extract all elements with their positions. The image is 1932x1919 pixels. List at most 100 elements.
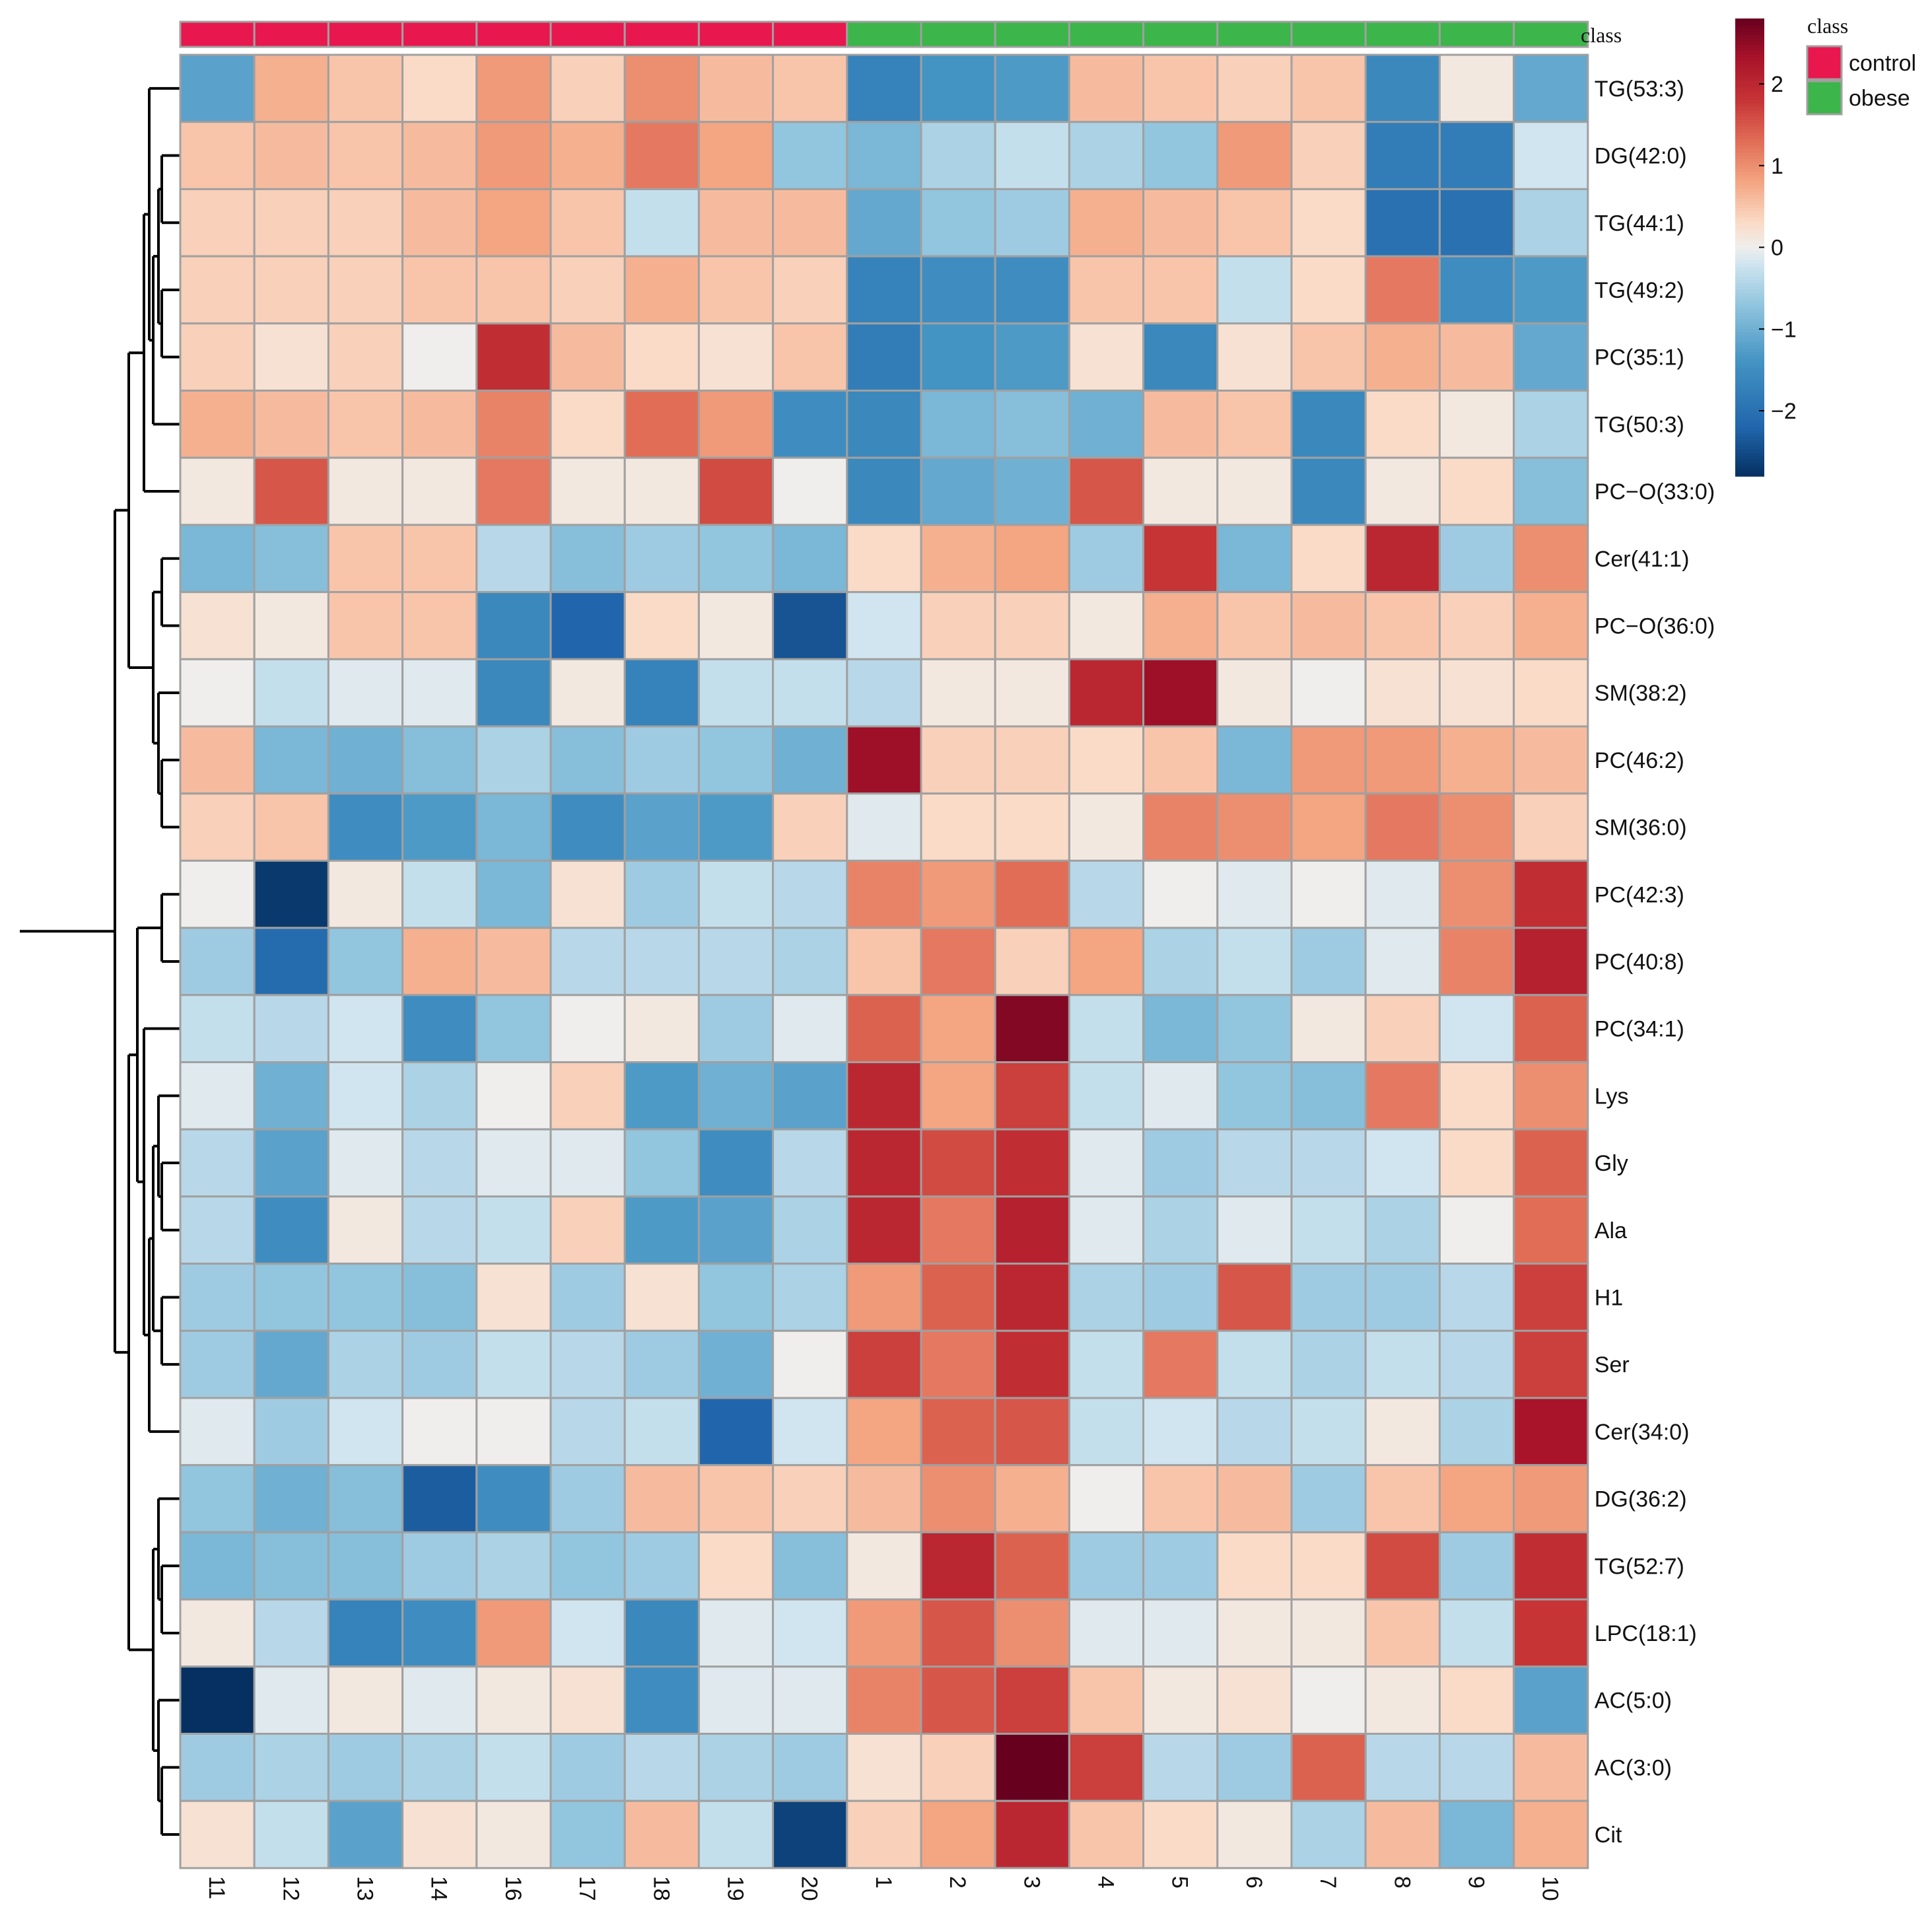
- row-label: Ala: [1595, 1218, 1627, 1243]
- colorbar-segment: [1735, 133, 1764, 137]
- row-label: LPC(18:1): [1595, 1621, 1697, 1646]
- heatmap-cell: [253, 1665, 329, 1735]
- annotation-cell-1: [846, 20, 922, 48]
- heatmap-cell: [401, 1598, 478, 1668]
- heatmap-cell: [1142, 1329, 1219, 1399]
- heatmap-cell: [772, 1329, 848, 1399]
- heatmap-cell: [623, 1195, 700, 1265]
- heatmap-cell: [1364, 188, 1441, 258]
- heatmap-cell: [1068, 725, 1145, 795]
- heatmap-cell: [549, 456, 626, 526]
- heatmap-cell: [1068, 1397, 1145, 1467]
- column-label: 19: [723, 1876, 748, 1901]
- colorbar-segment: [1735, 460, 1764, 464]
- heatmap-cell: [179, 1397, 256, 1467]
- heatmap-cell: [1068, 1598, 1145, 1668]
- heatmap-cell: [1068, 1531, 1145, 1601]
- heatmap-cell: [1438, 725, 1515, 795]
- heatmap-cell: [846, 322, 922, 392]
- heatmap-cell: [327, 792, 404, 862]
- row-label: AC(3:0): [1595, 1755, 1672, 1780]
- annotation-cell-12: [253, 20, 329, 48]
- column-label: 5: [1167, 1876, 1192, 1889]
- heatmap-cell: [1513, 926, 1589, 996]
- column-label: 17: [574, 1876, 600, 1901]
- heatmap-cell: [846, 1195, 922, 1265]
- heatmap-cell: [1513, 1397, 1589, 1467]
- heatmap-cell: [253, 188, 329, 258]
- heatmap-cell: [697, 456, 775, 526]
- heatmap-cell: [401, 1263, 478, 1332]
- heatmap-cell: [1438, 1799, 1515, 1869]
- row-label: SM(38:2): [1595, 681, 1687, 706]
- heatmap-cell: [846, 1531, 922, 1601]
- heatmap-cell: [994, 1195, 1070, 1265]
- heatmap-cell: [179, 53, 256, 123]
- heatmap-cell: [623, 1733, 700, 1802]
- heatmap-cell: [1290, 1263, 1367, 1332]
- row-label: PC(42:3): [1595, 882, 1684, 907]
- colorbar-segment: [1735, 466, 1764, 470]
- heatmap-cell: [623, 792, 700, 862]
- heatmap-cell: [623, 1665, 700, 1735]
- colorbar-segment: [1735, 71, 1764, 75]
- colorbar-segment: [1735, 361, 1764, 366]
- heatmap-cell: [1438, 792, 1515, 862]
- colorbar-segment: [1735, 260, 1764, 265]
- heatmap-cell: [1364, 926, 1441, 996]
- heatmap-cell: [549, 1799, 626, 1869]
- heatmap-cell: [623, 322, 700, 392]
- heatmap-cell: [1216, 1195, 1293, 1265]
- colorbar-segment: [1735, 217, 1764, 222]
- heatmap-cell: [1438, 1464, 1515, 1533]
- heatmap-cell: [1438, 524, 1515, 594]
- colorbar-segment: [1735, 155, 1764, 160]
- heatmap-cell: [623, 1464, 700, 1533]
- heatmap-cell: [772, 1128, 848, 1198]
- heatmap-cell: [623, 188, 700, 258]
- heatmap-cell: [1290, 658, 1367, 728]
- heatmap-cell: [1216, 994, 1293, 1064]
- heatmap-cell: [697, 1799, 775, 1869]
- heatmap-cell: [772, 658, 848, 728]
- heatmap-cell: [253, 1464, 329, 1533]
- heatmap-cell: [772, 1464, 848, 1533]
- heatmap-cell: [1513, 1665, 1589, 1735]
- heatmap-cell: [1290, 1733, 1367, 1802]
- colorbar-segment: [1735, 407, 1764, 411]
- heatmap-cell: [327, 121, 404, 190]
- heatmap-cell: [1438, 994, 1515, 1064]
- heatmap-cell: [697, 1464, 775, 1533]
- colorbar-segment: [1735, 240, 1764, 245]
- heatmap-cell: [623, 1263, 700, 1332]
- colorbar-segment: [1735, 237, 1764, 242]
- heatmap-cell: [327, 1263, 404, 1332]
- colorbar-segment: [1735, 450, 1764, 454]
- heatmap-cell: [1438, 658, 1515, 728]
- heatmap-cell: [994, 591, 1070, 660]
- heatmap-cell: [1142, 1195, 1219, 1265]
- colorbar-segment: [1735, 273, 1764, 277]
- heatmap-cell: [1142, 1665, 1219, 1735]
- heatmap-cell: [1438, 188, 1515, 258]
- heatmap-cell: [994, 658, 1070, 728]
- heatmap-cell: [1216, 1329, 1293, 1399]
- heatmap-cell: [623, 524, 700, 594]
- colorbar-segment: [1735, 463, 1764, 467]
- heatmap-cell: [1513, 994, 1589, 1064]
- heatmap-cell: [1216, 390, 1293, 459]
- colorbar-segment: [1735, 348, 1764, 353]
- colorbar-segment: [1735, 398, 1764, 401]
- colorbar-segment: [1735, 286, 1764, 291]
- heatmap-cell: [401, 725, 478, 795]
- heatmap-cell: [401, 390, 478, 459]
- heatmap-cell: [772, 1733, 848, 1802]
- heatmap-cell: [1290, 1464, 1367, 1533]
- colorbar-segment: [1735, 136, 1764, 140]
- colorbar-segment: [1735, 34, 1764, 39]
- heatmap-cell: [1513, 1329, 1589, 1399]
- annotation-cell-5: [1142, 20, 1219, 48]
- heatmap-cell: [1142, 322, 1219, 392]
- heatmap-cell: [697, 994, 775, 1064]
